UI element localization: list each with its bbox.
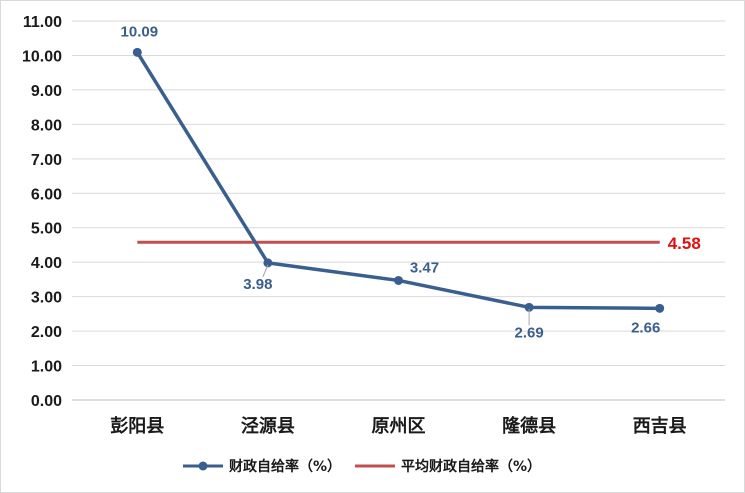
- legend-marker-series: [198, 461, 208, 471]
- x-axis: 彭阳县 泾源县 原州区 隆德县 西吉县: [72, 399, 725, 437]
- y-tick-label: 6.00: [31, 186, 62, 203]
- series-line: [135, 51, 660, 311]
- legend-label-average: 平均财政自给率（%）: [401, 458, 541, 475]
- x-tick-label: 泾源县: [241, 415, 295, 437]
- series-point: [655, 303, 665, 313]
- y-tick-label: 0.00: [31, 393, 62, 410]
- data-label-leader: [262, 264, 269, 278]
- x-tick-label: 西吉县: [633, 415, 687, 437]
- x-tick-label: 彭阳县: [110, 415, 164, 437]
- series-point: [524, 302, 534, 312]
- y-tick-label: 3.00: [31, 290, 62, 307]
- y-tick-label: 5.00: [31, 221, 62, 238]
- data-label: 3.98: [243, 276, 272, 293]
- y-tick-label: 9.00: [31, 83, 62, 100]
- x-tick-label: 隆德县: [502, 415, 556, 437]
- plot-area: 4.58 10.09 3.98 3.47 2.69 2.66: [121, 23, 701, 341]
- y-tick-label: 2.00: [31, 324, 62, 341]
- x-tick-label: 原州区: [372, 416, 426, 437]
- data-label: 10.09: [121, 23, 159, 40]
- y-tick-label: 7.00: [31, 152, 62, 169]
- y-tick-label: 4.00: [31, 255, 62, 272]
- y-tick-label: 10.00: [22, 48, 62, 65]
- average-data-label: 4.58: [668, 234, 701, 253]
- grid-lines: [72, 20, 725, 367]
- y-tick-label: 11.00: [23, 14, 62, 31]
- data-label: 3.47: [410, 259, 439, 276]
- legend-label-series: 财政自给率（%）: [228, 458, 341, 475]
- y-tick-label: 1.00: [31, 359, 62, 376]
- y-tick-label: 8.00: [31, 117, 62, 134]
- series-point: [263, 258, 273, 268]
- legend: 财政自给率（%） 平均财政自给率（%）: [183, 458, 541, 475]
- y-axis: 0.00 1.00 2.00 3.00 4.00 5.00 6.00 7.00 8.00 9.00…: [22, 14, 62, 410]
- data-label: 2.69: [514, 324, 543, 341]
- series-point: [394, 275, 403, 285]
- data-label: 2.66: [631, 319, 660, 336]
- series-point: [132, 47, 142, 57]
